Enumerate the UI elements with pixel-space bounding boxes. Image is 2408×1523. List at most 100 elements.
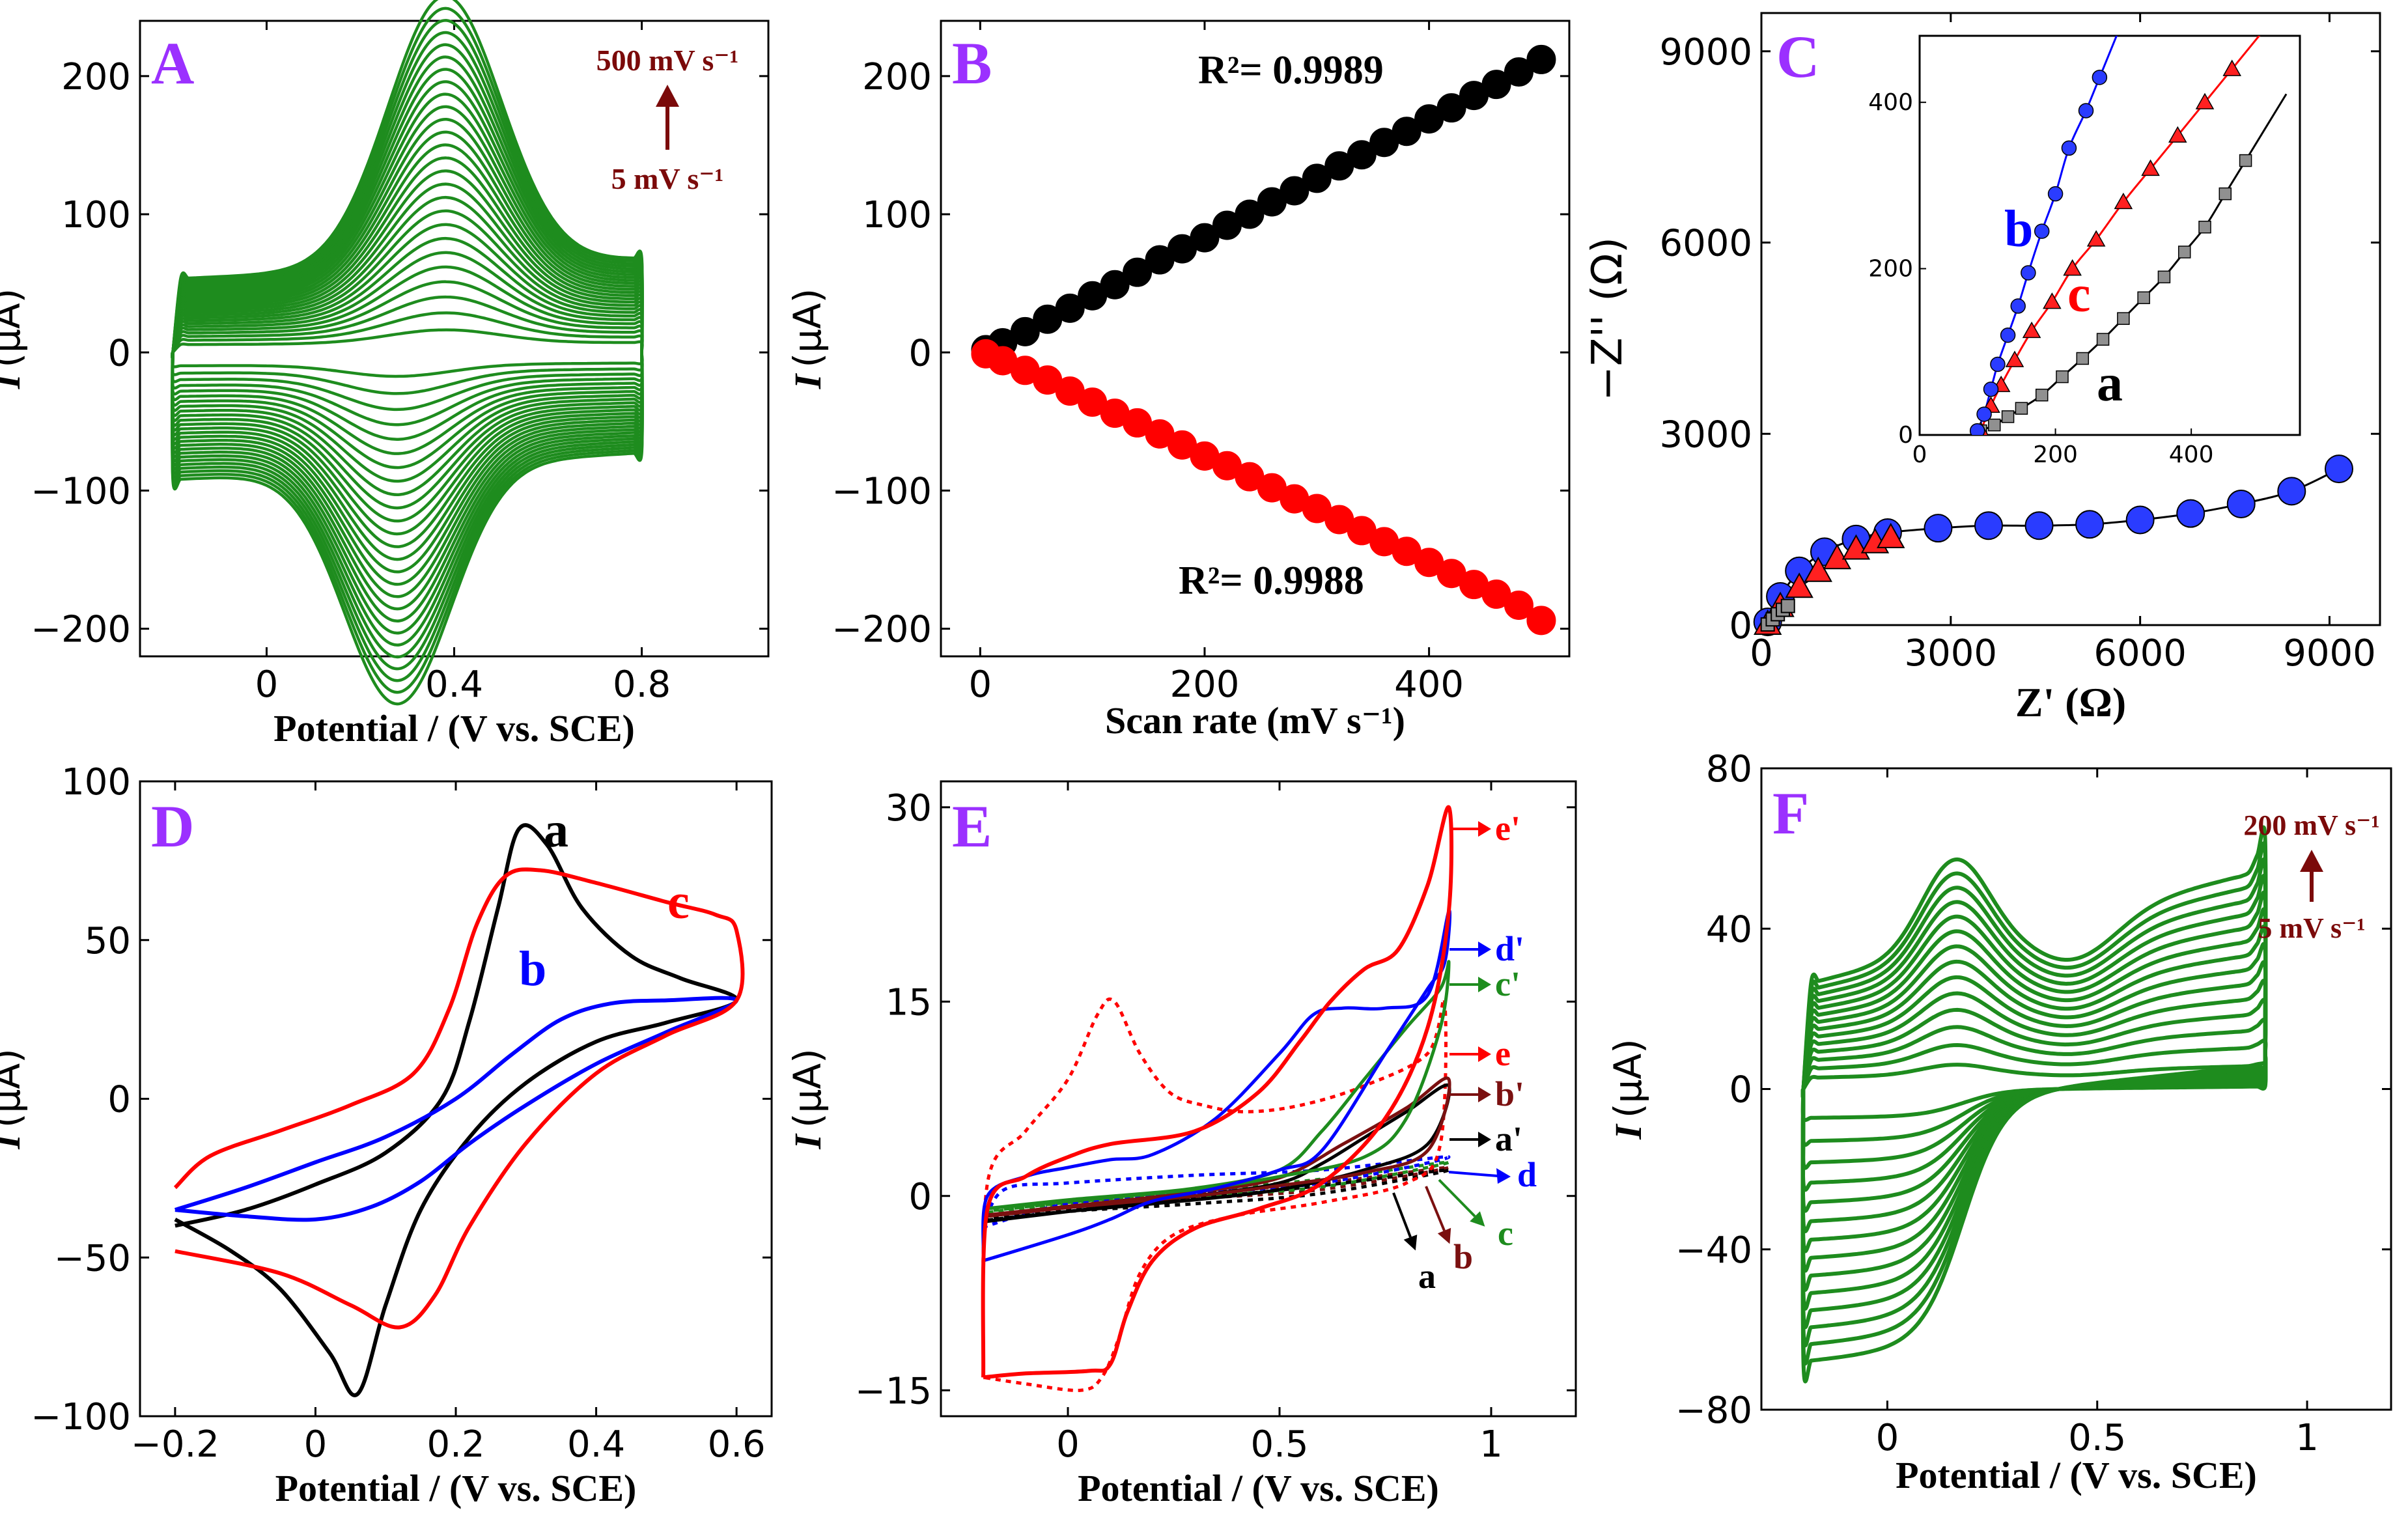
y-axis-label-symbol: I — [0, 372, 28, 389]
y-axis-label-symbol: I — [787, 372, 829, 389]
y-tick-label: 0 — [908, 1176, 932, 1218]
cv-curve-d — [981, 1155, 1451, 1229]
data-point-anodic — [1100, 270, 1130, 300]
inset-point-b — [2000, 328, 2016, 343]
x-tick-label: 0 — [255, 664, 279, 706]
inset-point-a — [2096, 333, 2110, 346]
cv-curve — [171, 105, 644, 598]
cv-curve — [1800, 857, 2268, 1348]
y-axis-label-unit: (μA) — [1606, 1039, 1650, 1118]
inset-point-a — [2015, 402, 2028, 415]
x-tick-label: 0.4 — [425, 664, 483, 706]
label-arrowhead-c — [1470, 1211, 1485, 1227]
y-axis-label: I (μA) — [785, 1048, 830, 1149]
y-tick-label: −100 — [31, 471, 131, 513]
scan-rate-label-max: 200 mV s⁻¹ — [2243, 809, 2379, 841]
data-point-anodic — [1010, 316, 1040, 346]
inset-point-b — [1969, 423, 1985, 435]
curve-label-e: e — [1495, 1034, 1511, 1073]
y-tick-label: 0 — [1729, 605, 1752, 647]
y-tick-label: −40 — [1675, 1229, 1752, 1272]
data-point-b — [2024, 511, 2054, 540]
panel-letter: C — [1776, 23, 1819, 90]
x-axis-label: Z' (Ω) — [2015, 679, 2126, 725]
panel-letter: D — [151, 793, 194, 859]
cv-curve — [1800, 825, 2268, 1384]
data-point-anodic — [1504, 57, 1533, 87]
curve-label-d-prime: d' — [1495, 929, 1524, 968]
x-tick-label: 0.8 — [613, 664, 671, 706]
y-tick-label: −200 — [31, 609, 131, 651]
y-axis-label-symbol: I — [1607, 1123, 1649, 1140]
data-point-anodic — [1235, 199, 1265, 229]
inset-point-c — [2063, 259, 2082, 276]
label-arrowhead-d-prime — [1478, 942, 1491, 957]
y-tick-label: −50 — [54, 1237, 131, 1279]
x-tick-label: 1 — [2295, 1417, 2319, 1459]
plot-frame — [1760, 12, 2381, 626]
y-axis-label-unit: (μA) — [785, 288, 830, 368]
y-tick-label: 40 — [1706, 908, 1752, 951]
inset-point-a — [2177, 245, 2191, 258]
cv-curve — [171, 80, 644, 622]
panel-c: 0 3000 6000 9000 0 3000 6000 9000 Z' (Ω) −Z'' (Ω)… — [1584, 12, 2381, 725]
inset-point-a — [2198, 220, 2211, 234]
x-tick-label: 400 — [1394, 664, 1464, 706]
x-tick-label: 9000 — [2283, 632, 2376, 675]
y-axis-label-symbol: I — [0, 1133, 28, 1150]
curve-label-a: a — [1418, 1257, 1436, 1296]
x-tick-label: 0.4 — [567, 1423, 625, 1466]
data-point-b — [2075, 510, 2105, 539]
x-axis-label: Potential / (V vs. SCE) — [275, 1467, 637, 1509]
inset-point-c — [2195, 92, 2215, 109]
y-tick-label: 30 — [886, 787, 932, 830]
cv-curve-d-prime — [981, 909, 1452, 1263]
y-tick-label: 6000 — [1659, 223, 1752, 265]
panel-letter: F — [1772, 780, 1809, 846]
arrow-head — [656, 85, 679, 107]
inset-point-a — [2076, 352, 2090, 365]
y-tick-label: 100 — [61, 761, 131, 803]
cv-curve-e-prime — [981, 805, 1454, 1380]
x-axis-label: Potential / (V vs. SCE) — [273, 707, 635, 749]
y-tick-label: 200 — [862, 56, 932, 98]
inset-point-a — [2056, 370, 2069, 384]
curve-label-e-prime: e' — [1495, 809, 1520, 848]
y-axis-label: I (μA) — [0, 288, 29, 389]
data-point-anodic — [1526, 44, 1556, 74]
scan-rate-label-min: 5 mV s⁻¹ — [611, 162, 724, 195]
curve-label-b-prime: b' — [1495, 1074, 1524, 1113]
curve-label-a: a — [544, 803, 568, 858]
r-squared-anodic: R²= 0.9989 — [1198, 48, 1384, 92]
y-tick-label: 3000 — [1659, 413, 1752, 456]
y-axis-label-symbol: I — [787, 1133, 829, 1150]
x-axis-label: Potential / (V vs. SCE) — [1078, 1467, 1439, 1509]
inset-point-a — [2035, 388, 2049, 402]
inset-point-b — [1983, 382, 1999, 397]
x-tick-label: 0.6 — [708, 1423, 766, 1466]
data-point-b — [2324, 454, 2353, 484]
curve-label-b: b — [1453, 1237, 1473, 1276]
inset-point-a — [2219, 187, 2232, 201]
y-tick-label: −200 — [832, 609, 932, 651]
inset-x-tick-label: 0 — [1912, 441, 1927, 468]
panel-f: 0 0.5 1 −80 −40 0 40 80 Potential / (V vs. SCE) I… — [1606, 748, 2392, 1496]
curve-label-c: c — [667, 874, 690, 929]
x-tick-label: 0.2 — [427, 1423, 484, 1466]
data-point-anodic — [1055, 293, 1085, 323]
y-tick-label: 200 — [61, 56, 131, 98]
inset-point-b — [2010, 298, 2026, 314]
y-tick-label: 0 — [107, 332, 131, 374]
data-point-b — [1924, 514, 1953, 543]
cv-curve-a — [174, 823, 739, 1397]
data-point-anodic — [1392, 117, 1421, 147]
data-point-b — [2226, 489, 2256, 518]
y-tick-label: 50 — [85, 920, 131, 962]
y-tick-label: 80 — [1706, 748, 1752, 790]
y-axis-label-unit: (μA) — [0, 288, 29, 368]
data-point-anodic — [1280, 176, 1309, 206]
inset-point-c — [2168, 126, 2187, 143]
inset-point-b — [2034, 223, 2050, 239]
inset-frame — [1918, 35, 2301, 436]
